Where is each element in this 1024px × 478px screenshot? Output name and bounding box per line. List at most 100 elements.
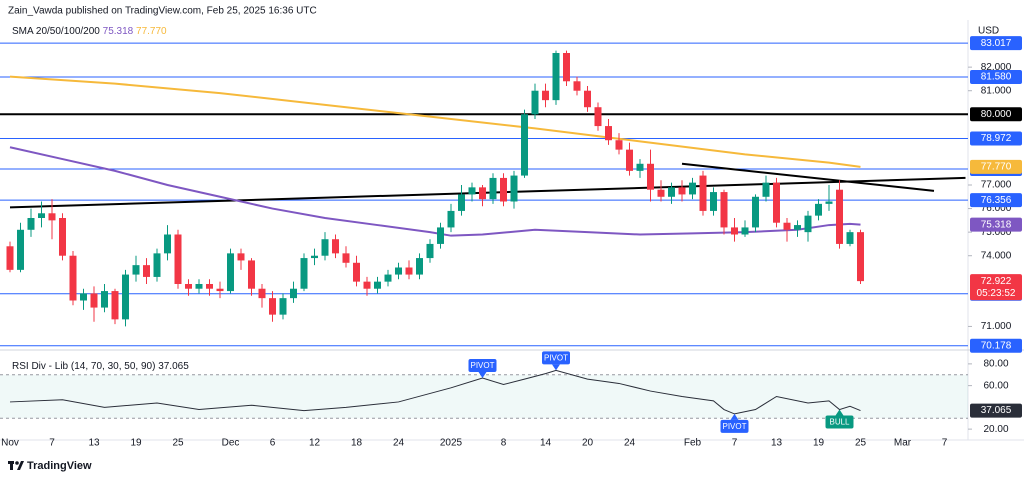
legend-item: 77.770 [136, 26, 167, 37]
candle-body [342, 253, 350, 263]
candle-body [468, 187, 476, 195]
candle-body [384, 274, 392, 282]
candle-body [636, 163, 644, 171]
level-price-box [970, 36, 1022, 51]
sma-price-label: 75.318 [981, 219, 1012, 230]
signal-label-box [825, 415, 854, 429]
level-price-label: 78.972 [981, 133, 1012, 144]
candle-body [237, 253, 245, 261]
candle-body [815, 203, 822, 216]
level-price-label: 83.017 [981, 38, 1012, 49]
candle-body [731, 227, 738, 235]
candle-body [447, 210, 455, 228]
candle-body [584, 90, 591, 108]
candle-body [699, 175, 707, 211]
candle-body [626, 149, 633, 171]
sma-legend: SMA 20/50/100/200 75.318 77.770 [12, 26, 167, 37]
candle-body [269, 298, 276, 315]
candle-body [6, 246, 14, 270]
candle-body [164, 234, 171, 254]
rsi-legend: RSI Div - Lib (14, 70, 30, 50, 90) 37.06… [12, 361, 189, 372]
candle-body [804, 215, 812, 233]
candle-body [720, 192, 728, 228]
axes: 82.000 81.000 77.000 76.000 75.000 74.000 71.0… [1, 26, 1022, 449]
candle-body [489, 177, 497, 200]
candle-body [573, 81, 581, 91]
trendline [9, 176, 966, 209]
candle-body [216, 288, 224, 292]
candle-body [773, 182, 780, 223]
candle-body [363, 281, 371, 289]
sma-line [9, 75, 861, 168]
level-price-label: 80.000 [981, 109, 1012, 120]
sma-price-box [970, 217, 1022, 232]
candle-body [227, 253, 234, 292]
x-tick-label: 18 [351, 438, 363, 449]
candle-body [143, 265, 150, 277]
x-tick-label: 24 [624, 438, 636, 449]
candle-body [615, 140, 623, 150]
candle-body [846, 232, 854, 244]
candle-body [500, 177, 507, 202]
y-tick-label: 82.000 [981, 62, 1012, 73]
y-tick-label: 74.000 [981, 250, 1012, 261]
candle-body [300, 258, 308, 289]
x-tick-label: 13 [771, 438, 783, 449]
x-tick-label: 20 [582, 438, 594, 449]
candle-body [647, 163, 654, 190]
x-tick-label: Mar [894, 438, 912, 449]
candle-body [552, 53, 560, 101]
candle-body [752, 196, 759, 228]
y-tick-label: 71.000 [981, 321, 1012, 332]
candle-body [605, 126, 612, 141]
rsi-y-tick-label: 80.00 [983, 359, 1008, 370]
candle-body [38, 213, 45, 218]
candle-body [437, 227, 444, 244]
y-tick-label: 77.000 [981, 180, 1012, 191]
signal-label-pointer [835, 409, 844, 416]
candle-body [678, 187, 686, 195]
currency: USD [978, 26, 999, 37]
y-tick-label: 76.000 [981, 203, 1012, 214]
rsi-band-fill [0, 374, 968, 419]
x-tick-label: 2025 [440, 438, 463, 449]
x-tick-label: 24 [393, 438, 405, 449]
signal-label-pointer [552, 364, 560, 371]
candle-body [90, 293, 98, 308]
rsi-value-label: 37.065 [981, 405, 1012, 416]
level-price-box [970, 338, 1022, 353]
x-tick-label: 19 [130, 438, 142, 449]
candle-body [174, 234, 182, 284]
x-tick-label: 25 [855, 438, 867, 449]
countdown: 05:23:52 [977, 288, 1016, 299]
x-tick-label: 6 [270, 438, 276, 449]
x-tick-label: Dec [222, 438, 240, 449]
candle-body [17, 229, 24, 270]
candle-body [279, 298, 287, 315]
candle-body [321, 239, 329, 256]
candle-body [836, 189, 843, 244]
candle-body [657, 189, 665, 197]
candle-body [195, 284, 203, 289]
signal-label-box [720, 419, 749, 433]
legend-item: 37.065 [158, 361, 189, 372]
x-tick-label: 12 [309, 438, 321, 449]
signal-label: PIVOT [544, 354, 568, 363]
candle-body [59, 218, 66, 256]
candle-body [857, 232, 864, 282]
candle-body [395, 267, 402, 275]
candle-body [668, 187, 675, 197]
signal-label-pointer [478, 372, 487, 379]
last-price-label: 72.922 [981, 276, 1012, 287]
signal-label-pointer [730, 413, 739, 420]
x-tick-label: 7 [49, 438, 55, 449]
candle-body [825, 201, 833, 204]
legend-item: SMA 20/50/100/200 [12, 26, 100, 37]
last-price-box [970, 274, 1022, 301]
signal-label: BULL [829, 418, 850, 427]
candle-body [374, 281, 381, 289]
candle-body [762, 182, 770, 197]
level-price-box [970, 70, 1022, 85]
candle-body [479, 187, 486, 200]
candle-body [794, 225, 801, 230]
